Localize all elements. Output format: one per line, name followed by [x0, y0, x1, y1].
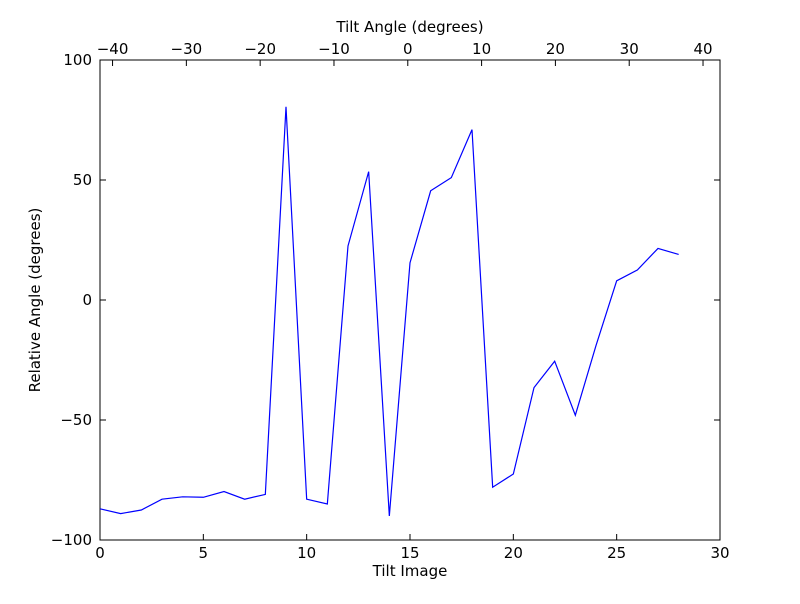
top-x-tick-label: −20 — [244, 40, 276, 58]
top-x-tick-label: 20 — [546, 40, 565, 58]
top-x-tick-label: 10 — [472, 40, 491, 58]
x-tick-label: 20 — [504, 544, 523, 562]
x-tick-label: 25 — [607, 544, 626, 562]
y-tick-label: 0 — [82, 291, 92, 309]
x-tick-label: 30 — [710, 544, 729, 562]
y-tick-label: 100 — [63, 51, 92, 69]
top-x-tick-label: 40 — [693, 40, 712, 58]
y-tick-label: −100 — [51, 531, 92, 549]
x-axis-label: Tilt Image — [372, 562, 448, 580]
plot-area — [99, 59, 721, 541]
top-x-axis-label: Tilt Angle (degrees) — [335, 18, 483, 36]
ticks — [99, 59, 721, 541]
tick-labels: 0 5 10 15 20 25 30−40 −30 −20 −10 0 10 20 30 40−100−50… — [51, 40, 730, 562]
series-group — [99, 106, 679, 517]
x-tick-label: 15 — [400, 544, 419, 562]
top-x-tick-label: 30 — [620, 40, 639, 58]
y-tick-label: −50 — [60, 411, 92, 429]
x-tick-label: 0 — [95, 544, 105, 562]
top-x-tick-label: 0 — [403, 40, 413, 58]
y-axis-label: Relative Angle (degrees) — [26, 208, 44, 393]
x-tick-label: 5 — [199, 544, 209, 562]
series-line — [99, 106, 679, 517]
top-x-tick-label: −40 — [97, 40, 129, 58]
x-tick-label: 10 — [297, 544, 316, 562]
y-tick-label: 50 — [73, 171, 92, 189]
top-x-tick-label: −10 — [318, 40, 350, 58]
top-x-tick-label: −30 — [171, 40, 203, 58]
